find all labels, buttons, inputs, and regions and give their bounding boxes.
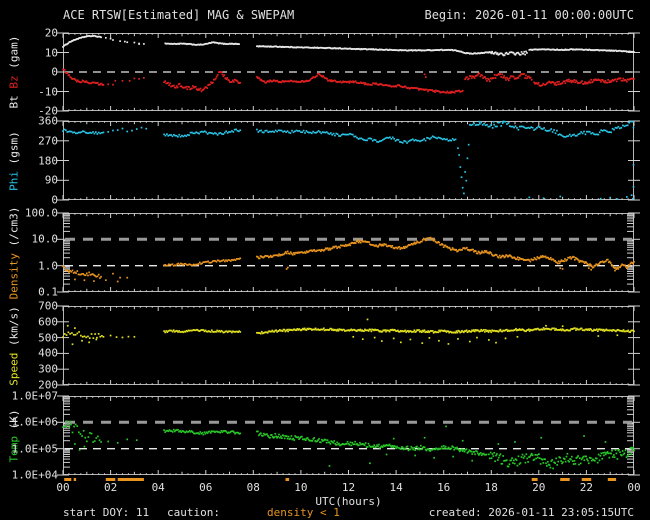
y-tick-label: 100.0 — [24, 206, 58, 220]
density-canvas — [57, 212, 640, 293]
x-tick-label: 10 — [294, 481, 308, 494]
caution-tick-strip — [63, 477, 634, 483]
y-tick-label: 1.0E+05 — [11, 442, 58, 456]
y-tick-label: 10.0 — [31, 232, 59, 246]
x-tick-label: 14 — [389, 481, 403, 494]
y-tick-label: 0 — [51, 193, 58, 207]
panel-phi: Phi (gsm) 360 270 180 90 0 — [0, 116, 650, 206]
caution-value: density < 1 — [267, 506, 340, 519]
y-ticks-speed: 700 600 500 400 300 200 — [10, 301, 58, 391]
x-tick-label: 18 — [484, 481, 498, 494]
y-tick-label: 20 — [44, 26, 58, 40]
y-tick-label: 90 — [44, 173, 58, 187]
y-tick-label: 1.0E+07 — [11, 389, 58, 403]
bt-bz-canvas — [57, 32, 640, 112]
y-ticks-temp: 1.0E+07 1.0E+06 1.0E+05 1.0E+04 — [10, 391, 58, 481]
y-tick-label: 0 — [51, 65, 58, 79]
y-tick-label: 400 — [38, 346, 58, 360]
x-tick-label: 08 — [246, 481, 260, 494]
plot-area-temp — [57, 395, 640, 476]
y-ticks-bt-bz: 20 10 0 -10 -20 — [10, 28, 58, 117]
y-tick-label: 500 — [38, 331, 58, 345]
y-tick-label: 200 — [38, 378, 58, 392]
footer: start DOY: 11 caution: density < 1 creat… — [0, 506, 650, 520]
created-timestamp: created: 2026-01-11 23:05:15UTC — [428, 506, 634, 519]
y-tick-label: 1.0E+06 — [11, 415, 58, 429]
y-tick-label: 300 — [38, 362, 58, 376]
x-tick-label: 02 — [103, 481, 118, 494]
y-tick-label: 270 — [38, 134, 58, 148]
y-tick-label: 360 — [38, 114, 58, 128]
temp-canvas — [57, 395, 640, 476]
y-tick-label: 600 — [38, 315, 58, 329]
caution-canvas — [64, 478, 617, 481]
plot-area-bt-bz — [57, 32, 640, 112]
plot-area-density — [57, 212, 640, 293]
start-doy-label: start DOY: 11 — [63, 506, 150, 519]
x-tick-label: 22 — [579, 481, 594, 494]
y-tick-label: 1.0E+04 — [11, 468, 58, 482]
x-tick-label: 00 — [56, 481, 70, 494]
y-ticks-phi: 360 270 180 90 0 — [10, 116, 58, 206]
y-tick-label: -10 — [38, 85, 58, 98]
panel-speed: Speed (km/s) 700 600 500 400 300 200 — [0, 301, 650, 391]
plot-area-speed — [57, 305, 640, 386]
x-axis-title: UTC(hours) — [315, 495, 382, 508]
plot-title: ACE RTSW[Estimated] MAG & SWEPAM — [63, 8, 295, 22]
y-tick-label: 700 — [38, 299, 58, 313]
x-tick-label: 16 — [437, 481, 451, 494]
y-tick-label: 1.0 — [38, 259, 58, 273]
caution-label: caution: — [167, 506, 220, 519]
x-tick-label: 00 — [627, 481, 641, 494]
y-tick-label: 10 — [44, 46, 58, 59]
begin-timestamp: Begin: 2026-01-11 00:00:00UTC — [424, 8, 634, 22]
panel-temp: Temp (K) 1.0E+07 1.0E+06 1.0E+05 1.0E+04 — [0, 391, 650, 481]
phi-canvas — [57, 120, 640, 201]
x-tick-label: 12 — [341, 481, 356, 494]
y-tick-label: -20 — [38, 104, 58, 118]
plot-area-phi — [57, 120, 640, 201]
speed-canvas — [57, 305, 640, 386]
panel-bt-bz: Bt Bz (gam) 20 10 0 -10 -20 — [0, 28, 650, 117]
y-tick-label: 180 — [38, 154, 58, 167]
x-tick-label: 06 — [199, 481, 213, 494]
x-axis-tick-labels: 00 02 04 06 08 10 12 14 16 18 20 22 00 — [56, 481, 640, 495]
x-tick-label: 04 — [151, 481, 165, 494]
x-tick-label: 20 — [532, 481, 546, 494]
y-tick-label: 0.1 — [38, 285, 58, 299]
panel-density: Density (/cm3) 100.0 10.0 1.0 0.1 — [0, 206, 650, 299]
y-ticks-density: 100.0 10.0 1.0 0.1 — [10, 208, 59, 298]
